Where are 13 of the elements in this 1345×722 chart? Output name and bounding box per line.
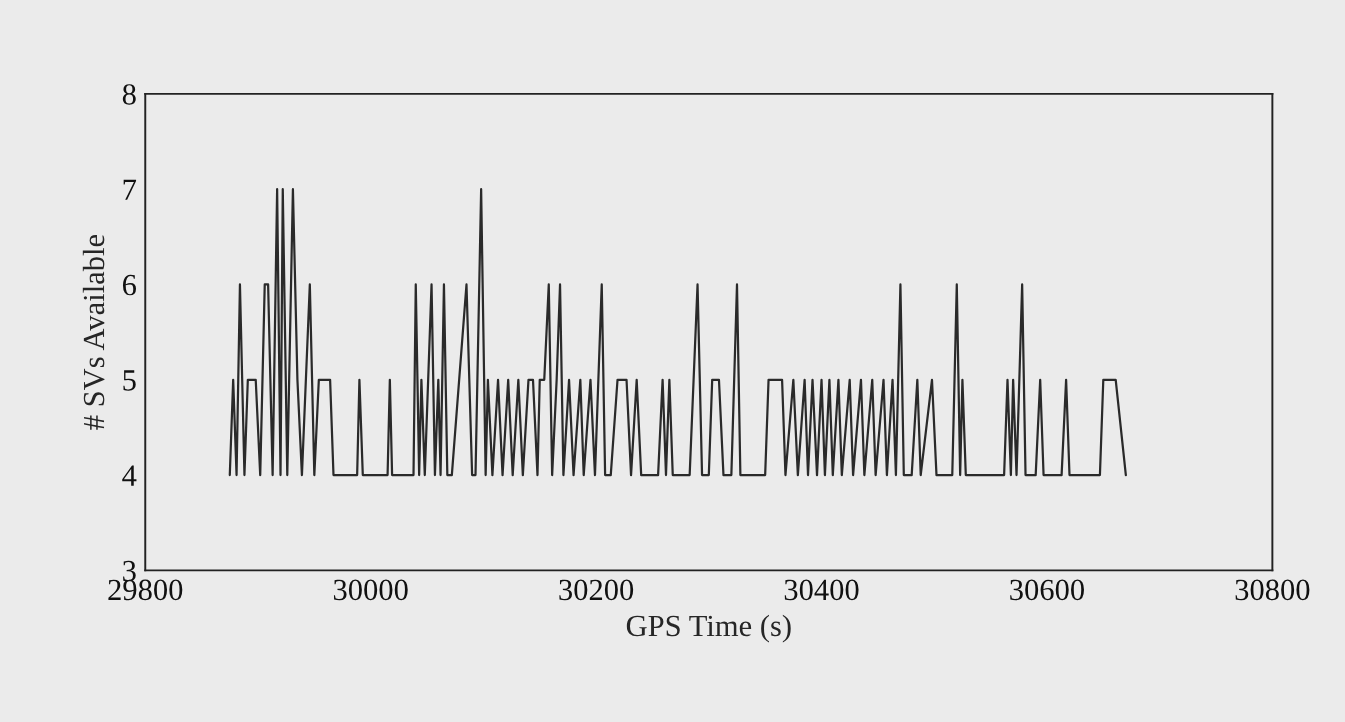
y-tick-label: 6 [122, 274, 137, 296]
x-tick-label: 30200 [559, 579, 634, 601]
y-axis-title: # SVs Available [82, 235, 105, 430]
x-axis-title: GPS Time (s) [626, 614, 791, 643]
y-tick-label: 8 [122, 84, 136, 105]
x-tick-label: 30800 [1235, 579, 1310, 601]
x-tick-label: 30600 [1010, 579, 1084, 601]
y-tick-label: 7 [123, 179, 137, 200]
y-tick-label: 5 [123, 370, 136, 391]
y-tick-label: 4 [122, 465, 137, 486]
x-tick-label: 30400 [784, 579, 859, 601]
line-series [228, 188, 1127, 477]
x-tick-label: 30000 [333, 579, 408, 601]
